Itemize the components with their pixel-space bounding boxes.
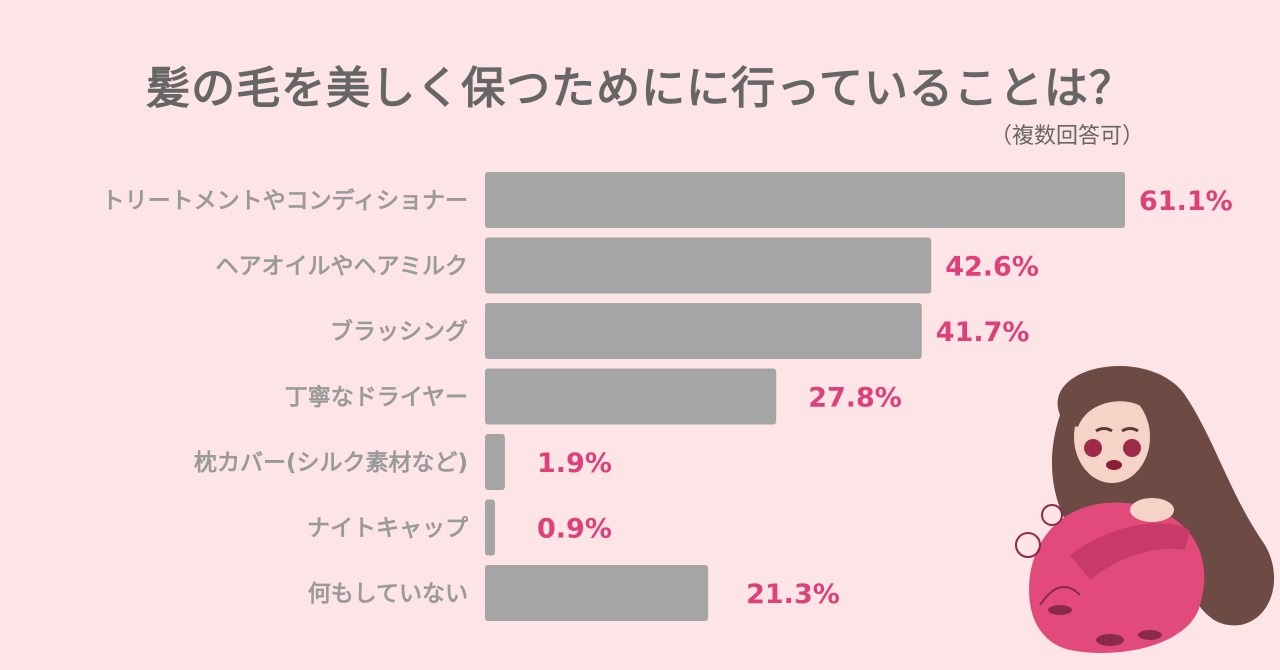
category-label: ブラッシング [330, 318, 468, 345]
bar [485, 237, 932, 294]
chart-subtitle: （複数回答可） [990, 124, 1145, 149]
chart-title: 髪の毛を美しく保つためにに行っていることは？ [146, 63, 1134, 114]
bar [485, 172, 1125, 228]
category-label: 何もしていない [308, 581, 468, 607]
bar [485, 565, 709, 621]
bar [485, 434, 505, 490]
woman-long-hair-illustration-icon [1015, 366, 1275, 653]
category-label: トリートメントやコンディショナー [102, 187, 468, 214]
value-label: 27.8% [808, 383, 902, 414]
value-label: 42.6% [945, 252, 1039, 283]
value-label: 0.9% [537, 514, 612, 545]
category-label: ナイトキャップ [307, 516, 469, 542]
value-label: 61.1% [1139, 186, 1233, 217]
category-label: 丁寧なドライヤー [285, 384, 468, 411]
category-label: ヘアオイルやヘアミルク [215, 254, 468, 280]
value-label: 21.3% [746, 579, 840, 610]
bar [485, 368, 777, 425]
value-label: 41.7% [936, 317, 1030, 348]
bar [485, 499, 495, 556]
category-label: 枕カバー(シルク素材など) [194, 449, 468, 476]
bar [485, 303, 922, 359]
value-label: 1.9% [537, 448, 612, 479]
